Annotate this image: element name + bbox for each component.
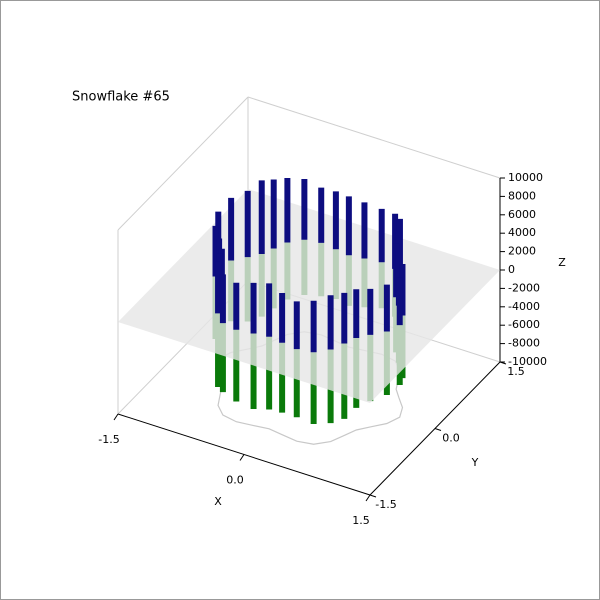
z-tick-label: -4000 [508, 300, 540, 313]
pane-edge [247, 96, 501, 179]
x-tick [365, 494, 371, 502]
z-tick-label: -6000 [508, 318, 540, 331]
x-axis-label: X [214, 495, 222, 508]
z-axis-label: Z [558, 256, 566, 269]
z-tick-label: 6000 [508, 208, 536, 221]
z-tick-label: 4000 [508, 226, 536, 239]
pane-edge [117, 96, 249, 231]
z-tick-label: 8000 [508, 189, 536, 202]
y-tick-label: -1.5 [375, 498, 396, 511]
x-tick-label: 1.5 [352, 514, 370, 527]
z-tick-label: -8000 [508, 337, 540, 350]
chart-title: Snowflake #65 [72, 90, 170, 105]
x-tick [113, 413, 119, 421]
z-tick-label: 0 [508, 263, 515, 276]
y-axis-label: Y [471, 456, 479, 469]
z-tick-label: -2000 [508, 281, 540, 294]
y-tick-label: 0.0 [442, 432, 460, 445]
y-tick [434, 428, 442, 431]
y-tick [369, 494, 377, 498]
z-tick-label: 2000 [508, 245, 536, 258]
z-tick-label: -10000 [508, 355, 547, 368]
x-tick-label: 0.0 [226, 474, 244, 487]
y-tick-label: 1.5 [507, 365, 525, 378]
z-tick-label: 10000 [508, 171, 543, 184]
x-tick-label: -1.5 [98, 433, 119, 446]
x-tick [239, 454, 245, 461]
